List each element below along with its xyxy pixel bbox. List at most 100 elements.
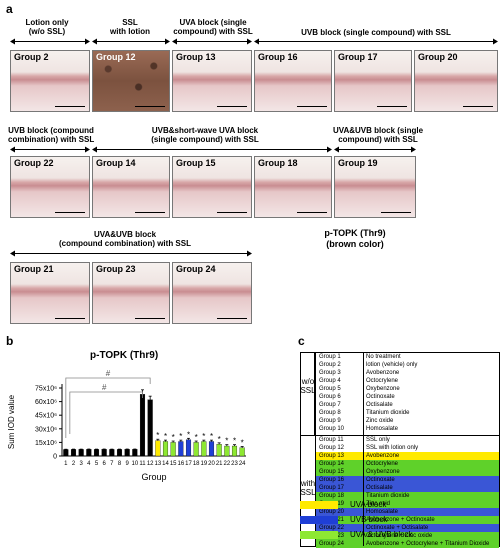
bar [185, 439, 192, 457]
group-cell: Group 11 [319, 437, 344, 443]
arrow-uvb-single [254, 38, 498, 45]
table-row: Group 3 Avobenzone [316, 369, 499, 377]
tile-label: Group 15 [176, 158, 216, 168]
scale-bar [463, 105, 493, 107]
bar [70, 449, 77, 457]
x-tick-label: 1 [64, 461, 68, 467]
bracket-inner [69, 391, 143, 434]
significance-asterisk: * [225, 437, 228, 446]
x-tick-label: 10 [131, 461, 138, 467]
y-tick-label: 75x10⁶ [35, 386, 57, 393]
table-row: Group 11 SSL only [316, 436, 499, 444]
bar [170, 442, 176, 457]
y-tick-label: 0 [53, 454, 57, 461]
bar [239, 447, 245, 457]
x-tick-label: 14 [162, 461, 169, 467]
significance-asterisk: * [172, 433, 175, 442]
arrow-uvb-combo [10, 146, 90, 153]
group-cell: Group 4 [319, 378, 341, 384]
bar [101, 449, 107, 457]
table-row: Group 24 Avobenzone + Octocrylene + Titan… [316, 540, 499, 548]
treatment-cell: SSL only [366, 437, 390, 443]
histology-tile: Group 13 [172, 50, 252, 112]
tile-label: Group 14 [96, 158, 136, 168]
group-cell: Group 14 [319, 461, 345, 467]
x-tick-label: 23 [231, 461, 238, 467]
scale-bar [55, 211, 85, 213]
x-tick-label: 15 [170, 461, 177, 467]
scale-bar [135, 211, 165, 213]
x-tick-label: 24 [239, 461, 246, 467]
table-row: Group 18 Titanium dioxide [316, 492, 499, 500]
table-row: Group 17 Octisalate [316, 484, 499, 492]
scale-bar [297, 105, 327, 107]
group-cell: Group 5 [319, 386, 341, 392]
treatment-cell: Avobenzone [366, 370, 400, 376]
scale-bar [377, 105, 407, 107]
tile-label: Group 19 [338, 158, 378, 168]
tile-label: Group 21 [14, 264, 54, 274]
x-tick-label: 4 [87, 461, 91, 467]
table-row: Group 8 Titanium dioxide [316, 409, 499, 417]
treatment-cell: Titanium dioxide [366, 493, 410, 499]
arrow-uvauvb-combo [10, 250, 252, 257]
histology-tile: Group 18 [254, 156, 332, 218]
significance-hash: # [102, 383, 107, 392]
arrow-uvb-shortuva [92, 146, 332, 153]
section-divider [301, 435, 499, 436]
x-tick-label: 12 [147, 461, 154, 467]
legend: UVA block UVB block UVA & UVB block [300, 500, 500, 548]
table-row: Group 13 Avobenzone [316, 452, 499, 460]
x-tick-label: 5 [95, 461, 99, 467]
header-uvb-combo: UVB block (compound combination) with SS… [8, 126, 95, 144]
treatment-cell: Octisalate [366, 402, 393, 408]
treatment-cell: Octinoxate [366, 394, 395, 400]
histology-tile: Group 20 [414, 50, 498, 112]
group-cell: Group 7 [319, 402, 341, 408]
bar [216, 444, 222, 457]
rows-with-ssl: Group 11 SSL only Group 12 SSL with lotion … [316, 436, 499, 548]
table-row: Group 9 Zinc oxide [316, 417, 499, 425]
bar-chart: 0 15x10⁶ 30x10⁶ 45x10⁶ 60x10⁶ 75x10⁶ Sum IOD v… [7, 369, 246, 482]
bar [193, 442, 199, 457]
significance-asterisk: * [241, 438, 244, 447]
group-cell: Group 10 [319, 426, 345, 432]
arrow-ssl-lotion [92, 38, 170, 45]
tile-label: Group 13 [176, 52, 216, 62]
group-cell: Group 17 [319, 485, 345, 491]
group-cell: Group 20 [319, 509, 345, 515]
treatment-cell: Zinc oxide [366, 418, 394, 424]
header-uvauvb-combo: UVA&UVB block (compound combination) wit… [59, 230, 191, 248]
panel-a-letter: a [6, 2, 13, 16]
x-tick-label: 7 [110, 461, 114, 467]
bar [93, 449, 100, 457]
histology-tile: Group 17 [334, 50, 412, 112]
table-row: Group 7 Octisalate [316, 401, 499, 409]
histology-tile: Group 15 [172, 156, 252, 218]
histology-tile: Group 16 [254, 50, 332, 112]
panel-b-letter: b [6, 334, 14, 348]
bar [116, 449, 123, 457]
chart-title: p-TOPK (Thr9) [90, 350, 159, 361]
x-tick-label: 8 [118, 461, 122, 467]
y-tick-label: 60x10⁶ [35, 399, 57, 406]
arrow-uvauvb-single [334, 146, 416, 153]
treatment-table: w/o SSL with SSL Group 1 No treatment Grou… [300, 352, 500, 548]
significance-asterisk: * [179, 432, 182, 441]
treatment-cell: Octinoxate [366, 477, 395, 483]
legend-label: UVB block [350, 515, 388, 524]
x-tick-label: 19 [200, 461, 207, 467]
significance-hash: # [106, 369, 111, 378]
legend-item: UVA block [300, 500, 500, 510]
bar [124, 449, 130, 457]
legend-label: UVA & UVB block [350, 530, 413, 539]
group-cell: Group 15 [319, 469, 345, 475]
x-tick-label: 6 [102, 461, 106, 467]
x-tick-label: 18 [193, 461, 200, 467]
legend-label: UVA block [350, 500, 387, 509]
table-row: Group 16 Octinoxate [316, 476, 499, 484]
bar [155, 440, 161, 457]
bar [208, 441, 215, 457]
bar [201, 441, 207, 457]
treatment-cell: No treatment [366, 354, 401, 360]
